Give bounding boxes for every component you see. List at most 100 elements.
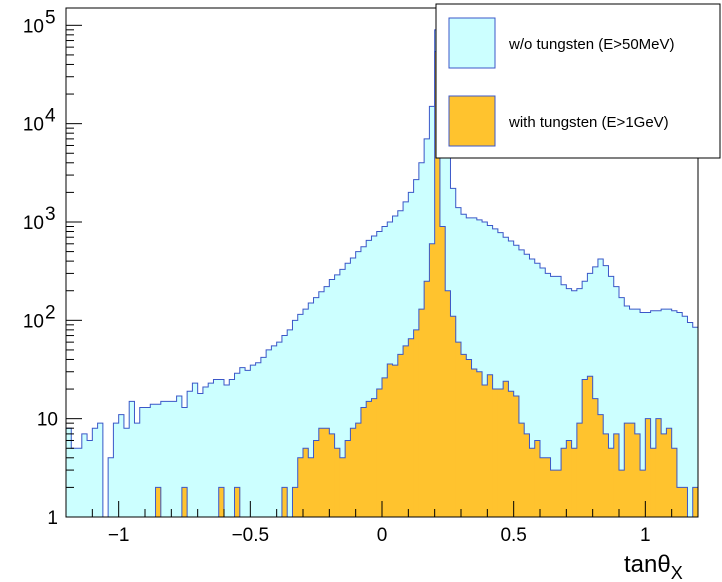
- histogram-bar: [387, 363, 393, 517]
- histogram-bar: [613, 286, 620, 517]
- histogram-bar: [476, 371, 483, 517]
- histogram-bar: [661, 433, 667, 517]
- histogram-bar: [424, 281, 430, 517]
- histogram-bar: [150, 404, 156, 517]
- legend-label-with-tungsten: with tungsten (E>1GeV): [508, 114, 669, 131]
- histogram-bar: [582, 379, 588, 517]
- histogram-bar: [466, 359, 472, 517]
- histogram-bar: [350, 428, 357, 517]
- legend-label-without-tungsten: w/o tungsten (E>50MeV): [508, 36, 675, 53]
- histogram-bar: [213, 379, 220, 517]
- histogram-bar: [429, 243, 436, 517]
- x-tick-label: 1: [640, 525, 651, 546]
- histogram-bar: [650, 310, 657, 517]
- histogram-bar: [113, 423, 120, 517]
- histogram-bar: [229, 379, 235, 517]
- histogram-bar: [255, 362, 262, 517]
- histogram-bar: [218, 487, 225, 517]
- histogram-bar: [645, 418, 651, 517]
- histogram-bar: [692, 327, 699, 517]
- histogram-bar: [324, 428, 330, 517]
- x-tick-label: 0.5: [500, 525, 526, 546]
- legend-swatch-without-tungsten: [448, 17, 496, 69]
- histogram-bar: [276, 342, 283, 517]
- histogram-bar: [408, 338, 414, 517]
- histogram-bar: [371, 236, 378, 517]
- histogram-bar: [634, 433, 641, 517]
- x-axis-title-subscript: X: [671, 563, 683, 582]
- histogram-bar: [81, 433, 88, 517]
- histogram-bar: [134, 423, 141, 517]
- histogram-bar: [313, 297, 320, 517]
- histogram-bar: [576, 288, 583, 517]
- histogram-bar: [671, 310, 678, 517]
- histogram-bar: [303, 448, 309, 517]
- histogram-bar: [524, 254, 530, 518]
- histogram-bar: [513, 245, 520, 517]
- histogram-bar: [555, 470, 562, 517]
- histogram-bar: [613, 433, 620, 517]
- histogram-bar: [245, 370, 251, 517]
- histogram-bar: [360, 246, 367, 517]
- histogram-bar: [192, 383, 199, 517]
- histogram-bar: [318, 291, 325, 517]
- histogram-bar: [619, 297, 625, 517]
- histogram-bar: [234, 487, 241, 517]
- histogram-bar: [292, 487, 299, 517]
- histogram-bar: [608, 448, 615, 517]
- histogram-bar: [66, 428, 72, 517]
- histogram-bar: [171, 401, 177, 517]
- histogram-outline: [66, 29, 698, 518]
- histogram-bar: [524, 433, 530, 517]
- histogram-bar: [513, 396, 520, 517]
- histogram-bar: [92, 428, 98, 517]
- histogram-bar: [508, 391, 515, 517]
- histogram-bar: [339, 457, 346, 517]
- histogram-bar: [145, 407, 151, 517]
- histogram-bar: [360, 407, 367, 517]
- histogram-bar: [608, 276, 615, 517]
- histogram-bar: [566, 440, 572, 517]
- histogram-bar: [271, 345, 278, 517]
- histogram-bar: [597, 259, 604, 517]
- histogram-bar: [181, 407, 188, 517]
- histogram-bar: [487, 225, 493, 518]
- histogram-bar: [76, 448, 83, 517]
- x-tick-label: −0.5: [232, 525, 270, 546]
- histogram-bar: [297, 314, 304, 517]
- histogram-bar: [260, 357, 267, 517]
- histogram-bar: [329, 279, 335, 517]
- histogram-bar: [540, 457, 546, 517]
- histogram-bar: [682, 487, 688, 517]
- histogram-bar: [155, 487, 162, 517]
- y-tick-exponent: 5: [45, 7, 56, 28]
- histogram-bar: [287, 329, 293, 517]
- histogram-bar: [118, 414, 125, 517]
- histogram-bar: [655, 310, 662, 517]
- histogram-bar: [266, 349, 272, 517]
- x-tick-label: −1: [108, 525, 130, 546]
- histogram-bar: [397, 354, 404, 517]
- histogram-bar: [450, 316, 457, 517]
- histogram-bar: [682, 316, 688, 517]
- histogram-bar: [71, 448, 77, 517]
- histogram-bar: [297, 457, 304, 517]
- histogram-bar: [366, 401, 372, 517]
- histogram-bar: [534, 263, 541, 517]
- histogram-bar: [313, 440, 320, 517]
- histogram-bar: [640, 470, 646, 517]
- histogram-bar: [497, 232, 504, 517]
- histogram-bar: [334, 448, 341, 517]
- histogram-series-with-tungsten: [66, 51, 699, 518]
- histogram-bar: [492, 228, 499, 517]
- histogram-bar: [518, 249, 525, 518]
- histogram-bar: [471, 217, 478, 518]
- histogram-bar: [545, 457, 551, 517]
- histogram-bar: [518, 423, 525, 517]
- histogram-bar: [676, 312, 683, 517]
- histogram-outline: [66, 51, 698, 518]
- histogram-bar: [503, 381, 509, 517]
- histogram-bar: [392, 365, 399, 517]
- histogram-bar: [571, 448, 578, 517]
